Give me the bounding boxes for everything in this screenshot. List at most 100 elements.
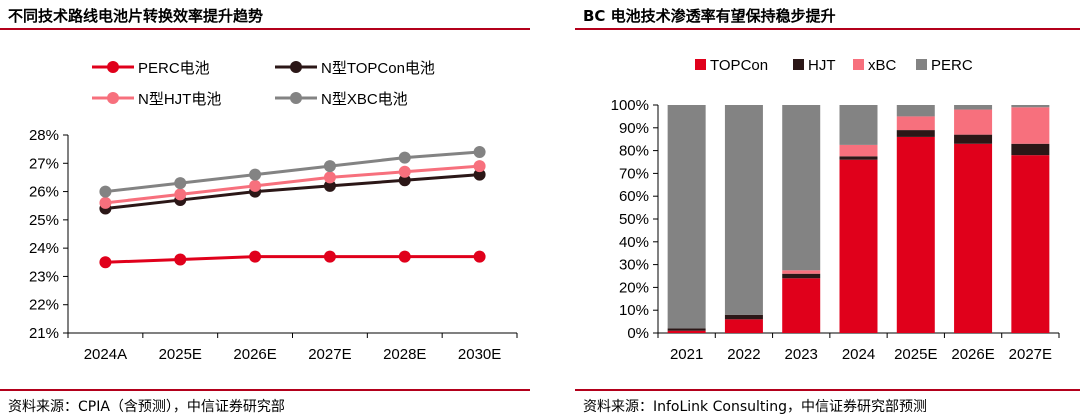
bar-segment-topcon xyxy=(667,330,706,333)
bar-segment-perc xyxy=(667,105,706,329)
data-point xyxy=(99,196,112,209)
left-chart-title: 不同技术路线电池片转换效率提升趋势 xyxy=(8,7,264,25)
data-point xyxy=(398,174,411,187)
data-point xyxy=(473,168,486,181)
data-point xyxy=(398,250,411,263)
data-point xyxy=(249,179,262,192)
x-tick-label: 2023 xyxy=(785,346,818,363)
bar-segment-hjt xyxy=(839,156,878,160)
data-point xyxy=(174,253,187,266)
y-tick-label: 27% xyxy=(29,155,59,172)
bar-segment-topcon xyxy=(954,143,993,333)
y-tick-label: 0% xyxy=(627,325,649,342)
right-chart-title: BC 电池技术渗透率有望保持稳步提升 xyxy=(583,7,836,25)
x-tick-label: 2022 xyxy=(727,346,760,363)
series-line-n-topcon xyxy=(105,173,480,211)
x-tick-label: 2026E xyxy=(233,346,276,363)
y-tick-label: 25% xyxy=(29,212,59,229)
y-tick-label: 28% xyxy=(29,127,59,144)
right-source-note: 资料来源：InfoLink Consulting，中信证券研究部预测 xyxy=(583,399,928,415)
x-tick-label: 2030E xyxy=(458,346,501,363)
y-tick-label: 70% xyxy=(619,165,649,182)
legend-swatch xyxy=(853,59,864,70)
data-point xyxy=(323,250,336,263)
bar-segment-topcon xyxy=(782,278,821,333)
data-point xyxy=(174,188,187,201)
bar-segment-hjt xyxy=(896,130,935,137)
bar-segment-perc xyxy=(896,105,935,117)
x-tick-label: 2024 xyxy=(842,346,875,363)
bar-segment-hjt xyxy=(1011,143,1050,156)
y-tick-label: 23% xyxy=(29,268,59,285)
bar-segment-hjt xyxy=(724,314,763,320)
y-tick-label: 30% xyxy=(619,257,649,274)
x-tick-label: 2025E xyxy=(894,346,937,363)
legend-swatch xyxy=(793,59,804,70)
bar-segment-topcon xyxy=(896,136,935,333)
x-tick-label: 2021 xyxy=(670,346,703,363)
legend-label: HJT xyxy=(808,57,836,74)
bar-segment-perc xyxy=(839,105,878,145)
bar-segment-perc xyxy=(1011,105,1050,108)
data-point xyxy=(398,165,411,178)
y-tick-label: 24% xyxy=(29,240,59,257)
data-point xyxy=(323,160,336,173)
y-tick-label: 22% xyxy=(29,297,59,314)
data-point xyxy=(99,256,112,269)
y-tick-label: 20% xyxy=(619,279,649,296)
legend-swatch xyxy=(916,59,927,70)
bar-segment-topcon xyxy=(724,319,763,333)
bar-segment-hjt xyxy=(954,134,993,144)
data-point xyxy=(473,160,486,173)
efficiency-line-chart: 21% 22% 23% 24% 25% 26% 27% 28% 2024A 2025E 2026E 2… xyxy=(29,60,518,363)
left-source-note: 资料来源：CPIA（含预测），中信证券研究部 xyxy=(8,399,285,415)
data-point xyxy=(174,177,187,190)
left-panel: 不同技术路线电池片转换效率提升趋势 21% 22% 23% 24% 25% 26% 27% 2… xyxy=(0,0,530,418)
x-tick-label: 2024A xyxy=(84,346,127,363)
data-point xyxy=(398,151,411,164)
right-source-divider xyxy=(575,389,1080,391)
legend-label: N型XBC电池 xyxy=(321,91,408,108)
y-tick-label: 40% xyxy=(619,234,649,251)
legend-marker xyxy=(290,92,302,104)
x-tick-label: 2028E xyxy=(383,346,426,363)
bar-segment-xbc xyxy=(954,109,993,135)
data-point xyxy=(249,168,262,181)
penetration-stacked-bar-chart: 0% 10% 20% 30% 40% 50% 60% 70% 80% 90% 100% 2021 202… xyxy=(611,57,1060,363)
y-tick-label: 80% xyxy=(619,143,649,160)
legend-label: N型HJT电池 xyxy=(138,91,221,108)
bar-segment-topcon xyxy=(1011,155,1050,333)
y-tick-label: 50% xyxy=(619,211,649,228)
bar-segment-hjt xyxy=(782,273,821,279)
data-point xyxy=(323,179,336,192)
bar-segment-xbc xyxy=(1011,107,1050,144)
data-point xyxy=(99,185,112,198)
bar-segment-hjt xyxy=(667,328,706,331)
x-tick-label: 2025E xyxy=(159,346,202,363)
bar-segment-xbc xyxy=(782,270,821,274)
y-tick-label: 90% xyxy=(619,120,649,137)
data-point xyxy=(473,145,486,158)
data-point xyxy=(473,250,486,263)
legend-marker xyxy=(107,92,119,104)
bar-segment-perc xyxy=(724,105,763,315)
y-tick-label: 10% xyxy=(619,302,649,319)
data-point xyxy=(323,171,336,184)
legend-label: xBC xyxy=(868,57,897,74)
bar-segment-topcon xyxy=(839,159,878,333)
bar-segment-perc xyxy=(782,105,821,271)
bar-segment-xbc xyxy=(896,116,935,131)
legend-label: N型TOPCon电池 xyxy=(321,60,435,77)
legend-label: PERC电池 xyxy=(138,60,210,77)
y-tick-label: 60% xyxy=(619,188,649,205)
y-tick-label: 26% xyxy=(29,184,59,201)
x-tick-label: 2027E xyxy=(308,346,351,363)
bar-segment-xbc xyxy=(839,144,878,157)
series-line-n-xbc xyxy=(105,150,480,194)
left-title-divider xyxy=(0,28,530,30)
data-point xyxy=(249,250,262,263)
legend-swatch xyxy=(695,59,706,70)
right-panel: BC 电池技术渗透率有望保持稳步提升 0% 10% 20% 30% 40% 50% 60% 7… xyxy=(575,0,1080,418)
x-tick-label: 2027E xyxy=(1009,346,1052,363)
legend-marker xyxy=(107,61,119,73)
